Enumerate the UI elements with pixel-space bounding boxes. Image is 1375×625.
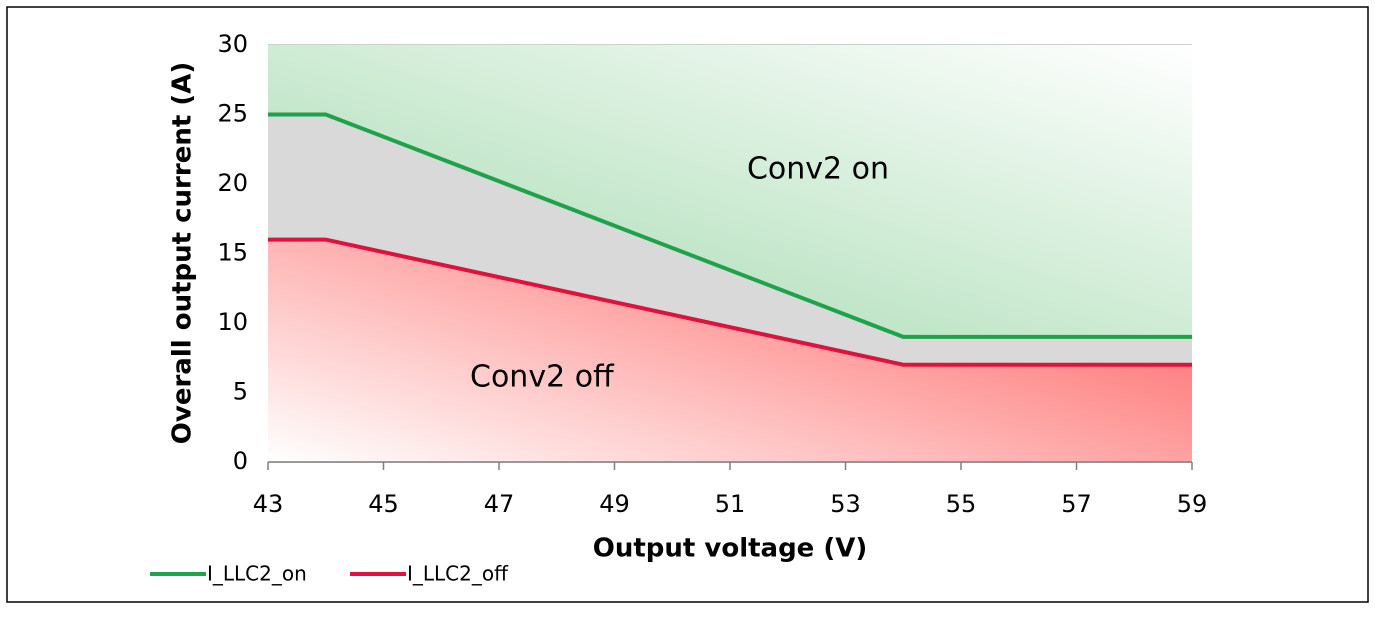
- area-between: [268, 114, 1192, 365]
- y-tick-label: 0: [233, 447, 248, 475]
- y-tick-label: 15: [217, 239, 248, 267]
- x-tick-label: 43: [253, 490, 284, 518]
- legend-label: I_LLC2_off: [407, 562, 509, 586]
- y-tick-label: 20: [217, 169, 248, 197]
- x-tick-label: 49: [599, 490, 630, 518]
- x-tick-label: 51: [715, 490, 746, 518]
- y-tick-label: 10: [217, 308, 248, 336]
- area-on: [268, 45, 1192, 337]
- line: [268, 112, 1192, 339]
- plot: [268, 44, 1192, 463]
- x-tick-label: 57: [1061, 490, 1092, 518]
- legend-label: I_LLC2_on: [207, 562, 307, 586]
- y-tick-label: 30: [217, 30, 248, 58]
- x-axis-label: Output voltage (V): [593, 534, 868, 564]
- y-axis-label: Overall output current (A): [168, 62, 198, 444]
- annotation: Conv2 off: [470, 360, 615, 395]
- line: [268, 237, 1192, 367]
- y-tick-label: 25: [217, 100, 248, 128]
- annotation: Conv2 on: [747, 152, 889, 187]
- x-tick-label: 53: [830, 490, 861, 518]
- x-tick-label: 45: [368, 490, 399, 518]
- x-tick-label: 55: [946, 490, 977, 518]
- area-off: [268, 239, 1192, 462]
- frame: [6, 6, 1369, 603]
- x-tick-label: 59: [1177, 490, 1208, 518]
- x-tick-label: 47: [484, 490, 515, 518]
- y-tick-label: 5: [233, 378, 248, 406]
